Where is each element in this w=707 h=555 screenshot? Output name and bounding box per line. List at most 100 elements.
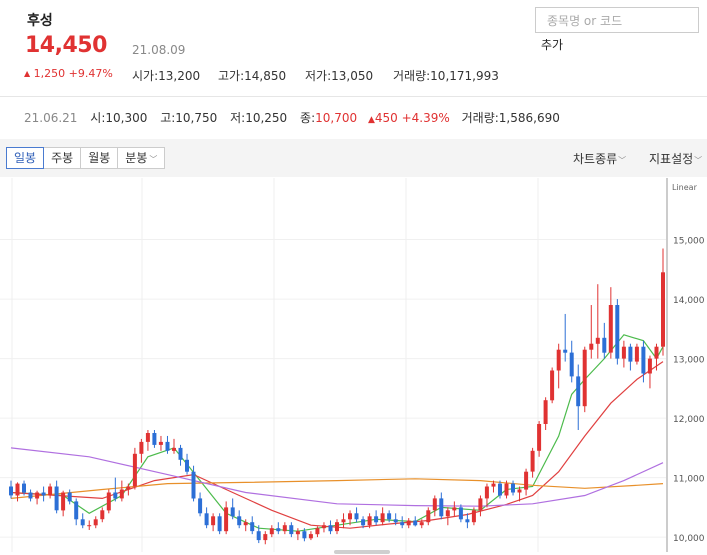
candle-body bbox=[100, 510, 105, 520]
prev-high-label: 고 bbox=[160, 111, 172, 125]
candle-body bbox=[217, 516, 222, 532]
candle-body bbox=[432, 498, 437, 511]
high-price: 고가:14,850 bbox=[218, 69, 287, 83]
candle-body bbox=[48, 486, 53, 496]
candle-body bbox=[465, 519, 470, 523]
tab-monthly[interactable]: 월봉 bbox=[80, 147, 119, 169]
y-tick-label: 12,000 bbox=[673, 415, 705, 425]
high-label: 고가 bbox=[218, 69, 241, 83]
candle-body bbox=[393, 519, 398, 523]
open-value: 13,200 bbox=[158, 69, 201, 83]
candle-body bbox=[537, 424, 542, 451]
candle-body bbox=[74, 501, 79, 520]
candle-body bbox=[517, 489, 522, 493]
candle-body bbox=[41, 492, 46, 496]
change-value: 1,250 +9.47% bbox=[33, 67, 113, 80]
tab-minute[interactable]: 분봉 ﹀ bbox=[117, 147, 166, 169]
candle-body bbox=[302, 531, 307, 539]
candle-body bbox=[152, 433, 157, 445]
open-price: 시가:13,200 bbox=[132, 69, 201, 83]
candle-body bbox=[15, 483, 20, 496]
add-button[interactable]: 추가 bbox=[541, 38, 564, 52]
candle-body bbox=[654, 346, 659, 359]
candle-body bbox=[230, 507, 235, 517]
candle-body bbox=[87, 525, 92, 527]
candle-body bbox=[80, 519, 85, 526]
period-tabs: 일봉 주봉 월봉 분봉 ﹀ bbox=[6, 147, 166, 169]
search-input[interactable] bbox=[545, 9, 689, 33]
prev-day-info: 21.06.21 시:10,300 고:10,750 저:10,250 종:10… bbox=[24, 111, 560, 125]
candle-body bbox=[191, 471, 196, 499]
candle-body bbox=[165, 441, 170, 451]
candle-body bbox=[361, 519, 366, 526]
candle-body bbox=[211, 516, 216, 526]
chart-type-menu[interactable]: 차트종류﹀ bbox=[573, 150, 626, 167]
candle-body bbox=[328, 525, 333, 532]
candle-body bbox=[348, 513, 352, 520]
candle-body bbox=[28, 492, 33, 499]
candle-body bbox=[458, 507, 463, 520]
candle-body bbox=[256, 531, 261, 541]
tab-minute-label: 분봉 bbox=[125, 151, 148, 165]
tab-weekly[interactable]: 주봉 bbox=[43, 147, 82, 169]
candle-body bbox=[139, 441, 144, 454]
candle-body bbox=[276, 528, 281, 532]
candle-body bbox=[550, 370, 555, 401]
candle-body bbox=[22, 483, 26, 493]
candle-body bbox=[576, 376, 581, 407]
candle-body bbox=[158, 441, 163, 445]
candle-body bbox=[556, 349, 561, 371]
indicator-menu[interactable]: 지표설정﹀ bbox=[649, 150, 702, 167]
low-price: 저가:13,050 bbox=[305, 69, 374, 83]
candle-body bbox=[380, 513, 385, 523]
candlestick-chart[interactable]: 10,000 11,000 12,000 13,000 14,000 15,000 Line… bbox=[0, 178, 707, 555]
candle-body bbox=[608, 305, 613, 353]
open-label: 시가 bbox=[132, 69, 155, 83]
volume-value: 10,171,993 bbox=[430, 69, 499, 83]
candle-body bbox=[178, 447, 183, 460]
candle-body bbox=[61, 492, 66, 511]
candle-body bbox=[243, 522, 248, 526]
candle-body bbox=[419, 522, 424, 526]
chevron-down-icon: ﹀ bbox=[618, 156, 627, 165]
candle-body bbox=[602, 337, 607, 353]
candle-body bbox=[335, 522, 339, 532]
current-price: 14,450 bbox=[25, 33, 107, 58]
candle-body bbox=[445, 510, 450, 517]
candle-body bbox=[615, 305, 620, 359]
tab-daily[interactable]: 일봉 bbox=[6, 147, 45, 169]
candle-body bbox=[595, 337, 600, 344]
candle-body bbox=[511, 483, 515, 493]
candle-body bbox=[54, 486, 59, 511]
candle-body bbox=[295, 531, 300, 535]
stock-name: 후성 bbox=[27, 13, 53, 29]
prev-close-label: 종 bbox=[300, 111, 312, 125]
candle-body bbox=[387, 513, 392, 520]
candle-body bbox=[543, 400, 548, 424]
candle-body bbox=[35, 492, 40, 499]
prev-up-arrow-icon: ▲ bbox=[367, 115, 375, 125]
candle-body bbox=[484, 486, 489, 499]
prev-close: 10,700 bbox=[315, 111, 358, 125]
candle-body bbox=[400, 522, 405, 526]
candle-body bbox=[563, 349, 568, 353]
candle-body bbox=[354, 513, 359, 520]
candle-body bbox=[439, 498, 444, 517]
candle-body bbox=[172, 447, 176, 451]
candle-body bbox=[263, 534, 268, 541]
prev-volume-label: 거래량 bbox=[461, 111, 495, 125]
prev-open-label: 시 bbox=[90, 111, 102, 125]
scale-label: Linear bbox=[672, 183, 698, 192]
candle-body bbox=[661, 272, 665, 347]
y-tick-label: 13,000 bbox=[673, 356, 705, 366]
candle-body bbox=[67, 492, 72, 502]
candle-body bbox=[132, 453, 137, 487]
search-box[interactable] bbox=[535, 7, 699, 33]
candle-body bbox=[106, 492, 111, 511]
y-tick-label: 11,000 bbox=[673, 475, 705, 485]
candle-body bbox=[530, 450, 535, 472]
candle-body bbox=[628, 346, 633, 362]
low-label: 저가 bbox=[305, 69, 328, 83]
price-date: 21.08.09 bbox=[132, 43, 186, 57]
ma120-line bbox=[10, 447, 664, 507]
